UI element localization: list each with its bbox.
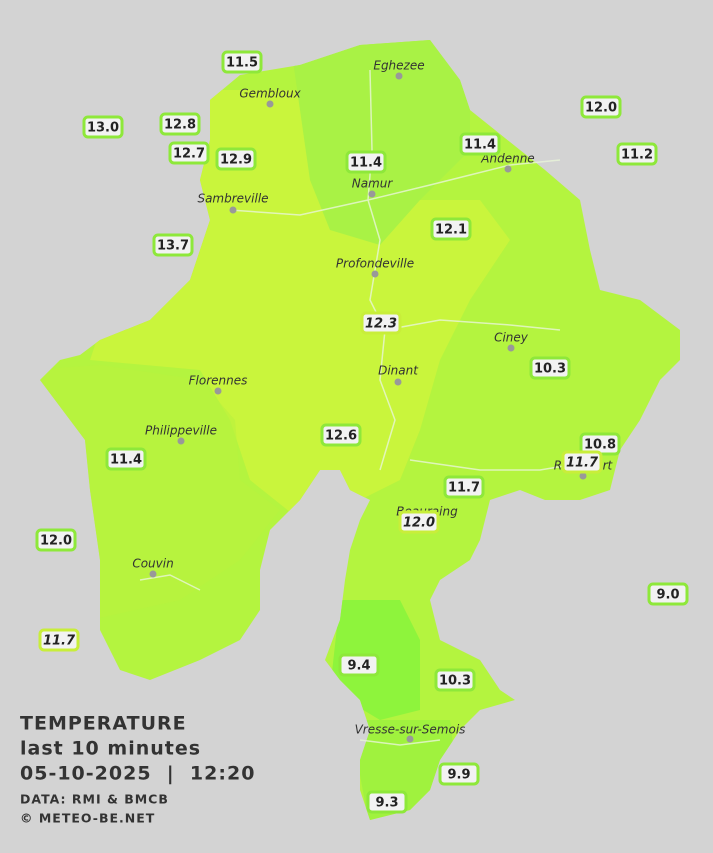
station-value: 9.0 <box>656 588 679 603</box>
city-label: Philippeville <box>145 424 217 438</box>
city-dot <box>177 437 185 445</box>
legend-credit: © METEO-BE.NET <box>20 811 155 826</box>
station-box <box>320 423 362 447</box>
station-box <box>105 447 147 471</box>
station-box <box>561 450 603 474</box>
city-label: Dinant <box>378 364 419 378</box>
station-value: 11.7 <box>448 481 480 496</box>
station-box <box>35 528 77 552</box>
legend-title: TEMPERATURE <box>20 713 187 735</box>
city-dot <box>368 190 376 198</box>
legend-period: last 10 minutes <box>20 738 201 760</box>
station-box <box>345 150 387 174</box>
station-value: 12.6 <box>325 429 357 444</box>
city-dot <box>394 378 402 386</box>
city-label: Vresse-sur-Semois <box>355 723 466 737</box>
city-dot <box>504 165 512 173</box>
station-value: 10.3 <box>439 674 471 689</box>
station-value: 9.4 <box>347 659 370 674</box>
station-box <box>338 653 380 677</box>
city-label: Namur <box>352 177 394 191</box>
station-box <box>580 95 622 119</box>
city-dot <box>507 344 515 352</box>
station-value: 11.7 <box>43 634 76 649</box>
station-box <box>434 668 476 692</box>
legend-source: DATA: RMI & BMCB <box>20 792 169 807</box>
city-dot <box>406 735 414 743</box>
station-value: 12.0 <box>403 516 435 531</box>
station-box <box>360 311 402 335</box>
station-value: 12.0 <box>40 534 72 549</box>
station-value: 11.5 <box>226 56 258 71</box>
city-label: Profondeville <box>336 257 414 271</box>
station-box <box>438 762 480 786</box>
rivers <box>139 69 601 746</box>
legend-datetime: 05-10-2025 | 12:20 <box>20 763 255 785</box>
station-box <box>221 50 263 74</box>
station-box <box>616 142 658 166</box>
station-box <box>459 132 501 156</box>
station-value: 10.8 <box>584 438 616 453</box>
station-box <box>152 233 194 257</box>
station-value: 12.1 <box>435 223 467 238</box>
station-box <box>159 112 201 136</box>
station-box <box>82 115 124 139</box>
station-value: 11.4 <box>464 138 496 153</box>
station-box <box>443 475 485 499</box>
station-box <box>430 217 472 241</box>
station-box <box>398 510 440 534</box>
station-value: 12.8 <box>164 118 196 133</box>
station-value: 12.0 <box>585 101 617 116</box>
city-label: Gembloux <box>239 87 301 101</box>
city-dot <box>395 72 403 80</box>
city-label: Florennes <box>189 374 248 388</box>
station-value: 13.7 <box>157 239 189 254</box>
station-value: 11.4 <box>110 453 142 468</box>
city-dot <box>371 270 379 278</box>
station-value: 12.9 <box>220 153 252 168</box>
station-value: 12.7 <box>173 147 205 162</box>
city-dot <box>149 570 157 578</box>
city-dot <box>229 206 237 214</box>
station-box <box>366 790 408 814</box>
station-value: 9.9 <box>447 768 470 783</box>
station-box <box>647 582 689 606</box>
city-label: Eghezee <box>373 59 424 73</box>
city-label: Couvin <box>132 557 173 571</box>
station-value: 11.2 <box>621 148 653 163</box>
station-value: 11.4 <box>350 156 382 171</box>
city-label: Sambreville <box>197 192 268 206</box>
station-value: 9.3 <box>375 796 398 811</box>
station-box <box>38 628 80 652</box>
city-label: Ciney <box>494 331 529 345</box>
city-dot <box>579 472 587 480</box>
station-value: 10.3 <box>534 362 566 377</box>
station-box <box>168 141 210 165</box>
station-value: 11.7 <box>566 456 599 471</box>
station-value: 12.3 <box>365 317 397 332</box>
city-dot <box>266 100 274 108</box>
station-value: 13.0 <box>87 121 119 136</box>
city-dot <box>214 387 222 395</box>
station-box <box>215 147 257 171</box>
station-box <box>529 356 571 380</box>
